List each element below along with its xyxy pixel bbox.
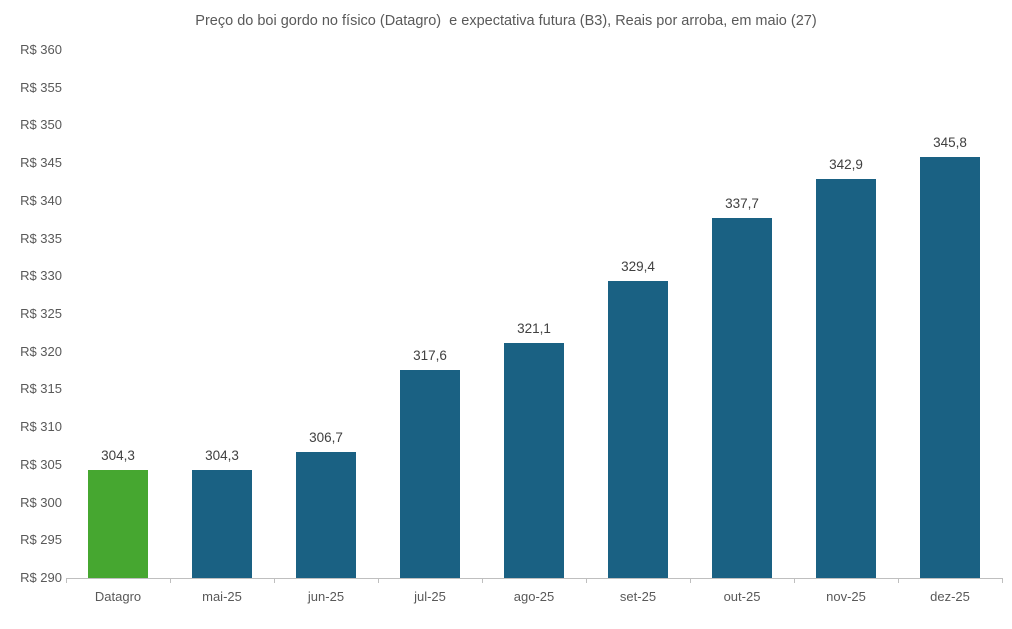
y-axis-label: R$ 345	[20, 155, 62, 171]
bar-datagro	[88, 470, 148, 578]
bar-value-label: 304,3	[205, 448, 239, 464]
bar-value-label: 337,7	[725, 196, 759, 212]
x-axis-tick	[898, 578, 899, 583]
bar-value-label: 317,6	[413, 347, 447, 363]
y-axis-label: R$ 320	[20, 343, 62, 359]
x-axis-tick	[1002, 578, 1003, 583]
y-axis-label: R$ 350	[20, 117, 62, 133]
bar-jun-25	[296, 452, 356, 578]
x-axis-label: Datagro	[94, 589, 142, 604]
y-axis-label: R$ 300	[20, 494, 62, 510]
y-axis-label: R$ 290	[20, 570, 62, 585]
x-axis-tick	[482, 578, 483, 583]
bar-ago-25	[504, 343, 564, 578]
bar-value-label: 321,1	[517, 321, 551, 337]
y-axis-label: R$ 330	[20, 268, 62, 284]
chart-title: Preço do boi gordo no físico (Datagro) e…	[195, 13, 817, 29]
bar-out-25	[712, 218, 772, 578]
x-axis-label: out-25	[723, 589, 761, 604]
x-axis-label: dez-25	[930, 589, 970, 604]
y-axis-label: R$ 335	[20, 230, 62, 246]
bar-jul-25	[400, 369, 460, 578]
bar-value-label: 342,9	[829, 156, 863, 172]
bar-value-label: 306,7	[309, 430, 343, 446]
x-axis-tick	[378, 578, 379, 583]
y-axis-label: R$ 340	[20, 192, 62, 208]
bar-nov-25	[816, 178, 876, 578]
y-axis-label: R$ 360	[20, 42, 62, 57]
y-axis-label: R$ 315	[20, 381, 62, 397]
y-axis-label: R$ 325	[20, 306, 62, 321]
bar-set-25	[608, 280, 668, 578]
x-axis-tick	[586, 578, 587, 583]
x-axis-line	[66, 578, 1002, 579]
y-axis-label: R$ 305	[20, 456, 62, 472]
x-axis-tick	[274, 578, 275, 583]
y-axis-label: R$ 310	[20, 419, 62, 435]
x-axis-tick	[794, 578, 795, 583]
bar-value-label: 329,4	[621, 258, 655, 274]
x-axis-label: nov-25	[826, 589, 866, 604]
bar-dez-25	[920, 157, 980, 578]
x-axis-label: ago-25	[513, 589, 555, 604]
x-axis-label: jun-25	[307, 589, 345, 604]
x-axis-tick	[66, 578, 67, 583]
y-axis-label: R$ 355	[20, 79, 62, 95]
x-axis-tick	[690, 578, 691, 583]
x-axis-label: set-25	[619, 589, 657, 604]
bar-mai-25	[192, 470, 252, 578]
bar-value-label: 345,8	[933, 135, 967, 151]
x-axis-label: jul-25	[414, 589, 446, 604]
y-axis-label: R$ 295	[20, 532, 62, 548]
bar-value-label: 304,3	[101, 448, 135, 464]
x-axis-label: mai-25	[202, 589, 242, 604]
x-axis-tick	[170, 578, 171, 583]
